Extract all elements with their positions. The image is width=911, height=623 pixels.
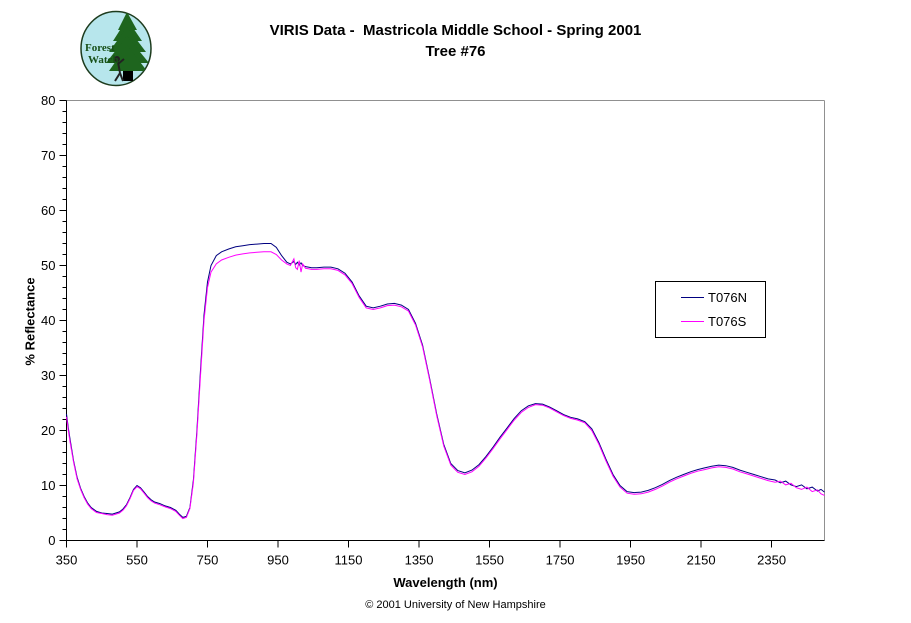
forest-watch-logo: Forest Watch (80, 10, 152, 87)
svg-text:1950: 1950 (616, 553, 645, 568)
svg-text:0: 0 (48, 533, 55, 548)
legend-line-t076s (681, 320, 704, 322)
svg-text:10: 10 (41, 478, 55, 493)
svg-text:2150: 2150 (687, 553, 716, 568)
svg-text:750: 750 (197, 553, 219, 568)
svg-text:350: 350 (56, 553, 78, 568)
svg-text:550: 550 (126, 553, 148, 568)
logo-text-line2: Watch (88, 54, 119, 66)
svg-text:40: 40 (41, 313, 55, 328)
legend-label-t076s: T076S (708, 313, 747, 329)
svg-text:950: 950 (267, 553, 289, 568)
svg-text:70: 70 (41, 148, 55, 163)
logo-text-line1: Forest (85, 42, 115, 54)
svg-text:1150: 1150 (335, 553, 363, 568)
svg-text:80: 80 (41, 93, 55, 108)
legend-label-t076n: T076N (708, 290, 748, 306)
svg-text:1750: 1750 (546, 553, 575, 568)
page-title: VIRIS Data - Mastricola Middle School - … (269, 22, 642, 39)
copyright-text: © 2001 University of New Hampshire (365, 599, 546, 611)
svg-text:2350: 2350 (757, 553, 786, 568)
svg-text:1550: 1550 (475, 553, 504, 568)
person-icon (114, 56, 125, 82)
legend-item-t076n: T076N (681, 290, 765, 305)
svg-text:20: 20 (41, 423, 55, 438)
legend-line-t076n (681, 297, 704, 299)
page-subtitle: Tree #76 (425, 43, 486, 60)
legend-box: T076N T076S (655, 281, 766, 338)
svg-text:1350: 1350 (405, 553, 434, 568)
pine-tree-icon (106, 12, 149, 82)
axis-label-x: Wavelength (nm) (393, 575, 498, 590)
svg-text:50: 50 (41, 258, 55, 273)
svg-text:30: 30 (41, 368, 55, 383)
axis-label-y: % Reflectance (22, 277, 38, 366)
svg-text:60: 60 (41, 203, 55, 218)
legend-item-t076s: T076S (681, 314, 765, 329)
